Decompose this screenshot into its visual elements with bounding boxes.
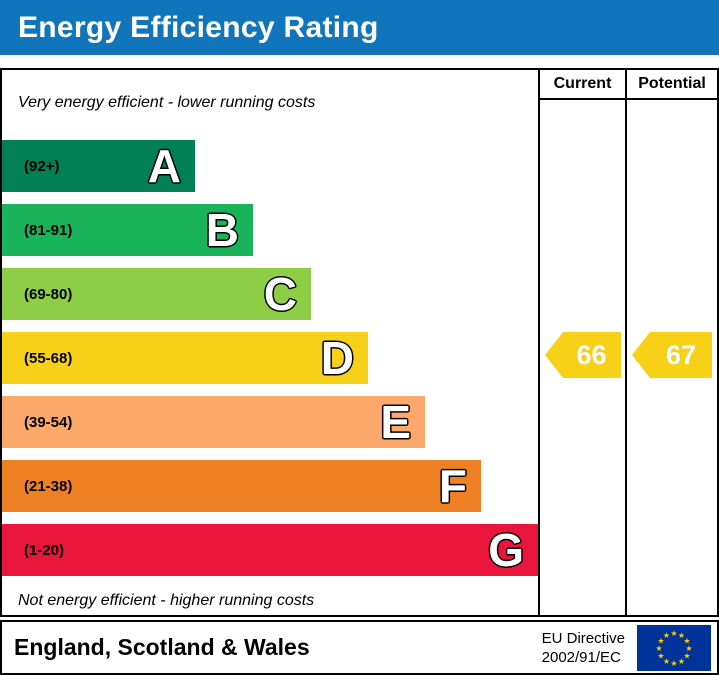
eu-directive-line2: 2002/91/EC bbox=[541, 648, 621, 666]
potential-column-header: Potential bbox=[627, 70, 717, 100]
svg-text:★: ★ bbox=[663, 657, 670, 666]
band-d-range: (55-68) bbox=[24, 349, 73, 367]
band-c-letter: C bbox=[263, 268, 297, 320]
page-title: Energy Efficiency Rating bbox=[18, 10, 379, 44]
footer: England, Scotland & Wales EU Directive 2… bbox=[0, 620, 719, 675]
band-g-letter: G bbox=[488, 524, 524, 576]
potential-column: Potential 67 bbox=[625, 70, 717, 615]
svg-text:★: ★ bbox=[683, 651, 690, 660]
band-f-range: (21-38) bbox=[24, 477, 73, 495]
band-b-letter: B bbox=[205, 204, 239, 256]
band-g-range: (1-20) bbox=[24, 541, 65, 559]
band-a: (92+) A bbox=[2, 140, 195, 192]
band-b-range: (81-91) bbox=[24, 221, 73, 239]
band-e-letter: E bbox=[380, 396, 411, 448]
current-rating-value: 66 bbox=[562, 332, 621, 378]
band-a-range: (92+) bbox=[24, 157, 60, 175]
eu-directive-line1: EU Directive bbox=[541, 629, 625, 647]
potential-rating-value: 67 bbox=[650, 332, 712, 378]
rating-bands-area: Very energy efficient - lower running co… bbox=[2, 70, 538, 615]
potential-arrow-tip-icon bbox=[632, 332, 650, 378]
band-d-letter: D bbox=[320, 332, 354, 384]
svg-text:★: ★ bbox=[663, 631, 670, 640]
svg-text:★: ★ bbox=[657, 651, 664, 660]
bottom-note: Not energy efficient - higher running co… bbox=[18, 592, 315, 609]
band-a-letter: A bbox=[147, 140, 181, 192]
current-column: Current 66 bbox=[538, 70, 625, 615]
svg-text:★: ★ bbox=[657, 636, 664, 645]
region-label: England, Scotland & Wales bbox=[14, 634, 310, 660]
current-rating-arrow: 66 bbox=[544, 332, 621, 378]
title-banner: Energy Efficiency Rating bbox=[0, 0, 719, 55]
energy-rating-chart: Very energy efficient - lower running co… bbox=[0, 68, 719, 617]
eu-flag-icon: ★ ★ ★ ★ ★ ★ ★ ★ ★ ★ ★ ★ bbox=[637, 624, 711, 671]
current-arrow-tip-icon bbox=[544, 332, 563, 378]
band-c-range: (69-80) bbox=[24, 285, 73, 303]
current-column-header: Current bbox=[540, 70, 625, 100]
top-note: Very energy efficient - lower running co… bbox=[18, 94, 316, 111]
svg-text:★: ★ bbox=[683, 636, 690, 645]
svg-text:★: ★ bbox=[670, 659, 677, 668]
band-e: (39-54) E bbox=[2, 396, 425, 448]
band-f-letter: F bbox=[438, 460, 467, 512]
band-c: (69-80) C bbox=[2, 268, 311, 320]
band-b: (81-91) B bbox=[2, 204, 253, 256]
band-g: (1-20) G bbox=[2, 524, 538, 576]
potential-rating-arrow: 67 bbox=[632, 332, 712, 378]
band-d: (55-68) D bbox=[2, 332, 368, 384]
svg-text:★: ★ bbox=[678, 657, 685, 666]
svg-text:★: ★ bbox=[685, 644, 692, 653]
band-f: (21-38) F bbox=[2, 460, 481, 512]
band-e-range: (39-54) bbox=[24, 413, 73, 431]
svg-text:★: ★ bbox=[678, 631, 685, 640]
svg-text:★: ★ bbox=[670, 629, 677, 638]
eu-directive-label: EU Directive 2002/91/EC bbox=[542, 629, 625, 667]
svg-text:★: ★ bbox=[655, 644, 662, 653]
